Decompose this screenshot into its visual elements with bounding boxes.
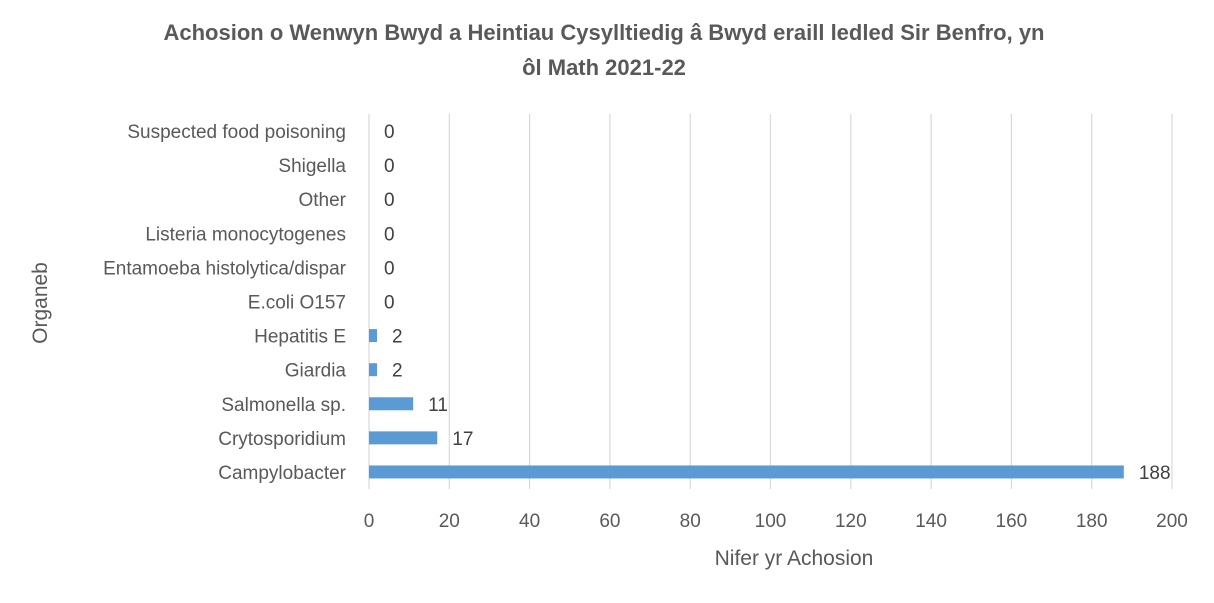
category-label: Other xyxy=(298,190,346,211)
x-tick-label: 20 xyxy=(439,511,460,532)
x-tick-labels: 0 20 40 60 80 100 120 140 160 180 200 xyxy=(364,511,1188,532)
x-tick-label: 120 xyxy=(835,511,867,532)
bar xyxy=(369,397,414,411)
data-label: 0 xyxy=(384,122,395,143)
data-label: 2 xyxy=(392,327,403,348)
x-tick-label: 160 xyxy=(996,511,1028,532)
chart-title: Achosion o Wenwyn Bwyd a Heintiau Cysyll… xyxy=(164,20,1045,80)
x-tick-label: 100 xyxy=(755,511,787,532)
data-label: 0 xyxy=(384,156,395,177)
data-label: 11 xyxy=(428,395,448,416)
data-label: 2 xyxy=(392,361,403,382)
category-label: Hepatitis E xyxy=(254,327,346,348)
chart-title-line: ôl Math 2021-22 xyxy=(522,55,686,80)
bar xyxy=(369,363,378,377)
data-label: 0 xyxy=(384,293,395,314)
x-tick-label: 40 xyxy=(519,511,540,532)
bars xyxy=(369,329,1124,479)
data-label: 188 xyxy=(1139,463,1171,484)
category-label: Crytosporidium xyxy=(218,429,346,450)
gridlines xyxy=(368,114,1173,489)
data-label: 17 xyxy=(452,429,473,450)
chart-title-line: Achosion o Wenwyn Bwyd a Heintiau Cysyll… xyxy=(164,20,1045,45)
bar xyxy=(369,465,1124,479)
x-axis-title: Nifer yr Achosion xyxy=(715,547,874,570)
x-tick-label: 60 xyxy=(599,511,620,532)
x-tick-label: 80 xyxy=(680,511,701,532)
bar xyxy=(369,329,378,343)
category-label: Entamoeba histolytica/dispar xyxy=(103,258,347,279)
data-label: 0 xyxy=(384,190,395,211)
data-label: 0 xyxy=(384,258,395,279)
x-tick-label: 140 xyxy=(915,511,947,532)
bar xyxy=(369,431,438,445)
category-label: Suspected food poisoning xyxy=(127,122,346,143)
category-label: Listeria monocytogenes xyxy=(145,224,346,245)
category-label: E.coli O157 xyxy=(248,293,346,314)
x-tick-label: 200 xyxy=(1156,511,1188,532)
category-label: Shigella xyxy=(278,156,346,177)
x-tick-label: 180 xyxy=(1076,511,1108,532)
data-label: 0 xyxy=(384,224,395,245)
y-axis-title: Organeb xyxy=(29,262,52,344)
x-tick-label: 0 xyxy=(364,511,375,532)
category-label: Salmonella sp. xyxy=(221,395,346,416)
category-labels: Campylobacter Crytosporidium Salmonella sp… xyxy=(103,122,347,484)
category-label: Giardia xyxy=(285,361,347,382)
category-label: Campylobacter xyxy=(218,463,346,484)
